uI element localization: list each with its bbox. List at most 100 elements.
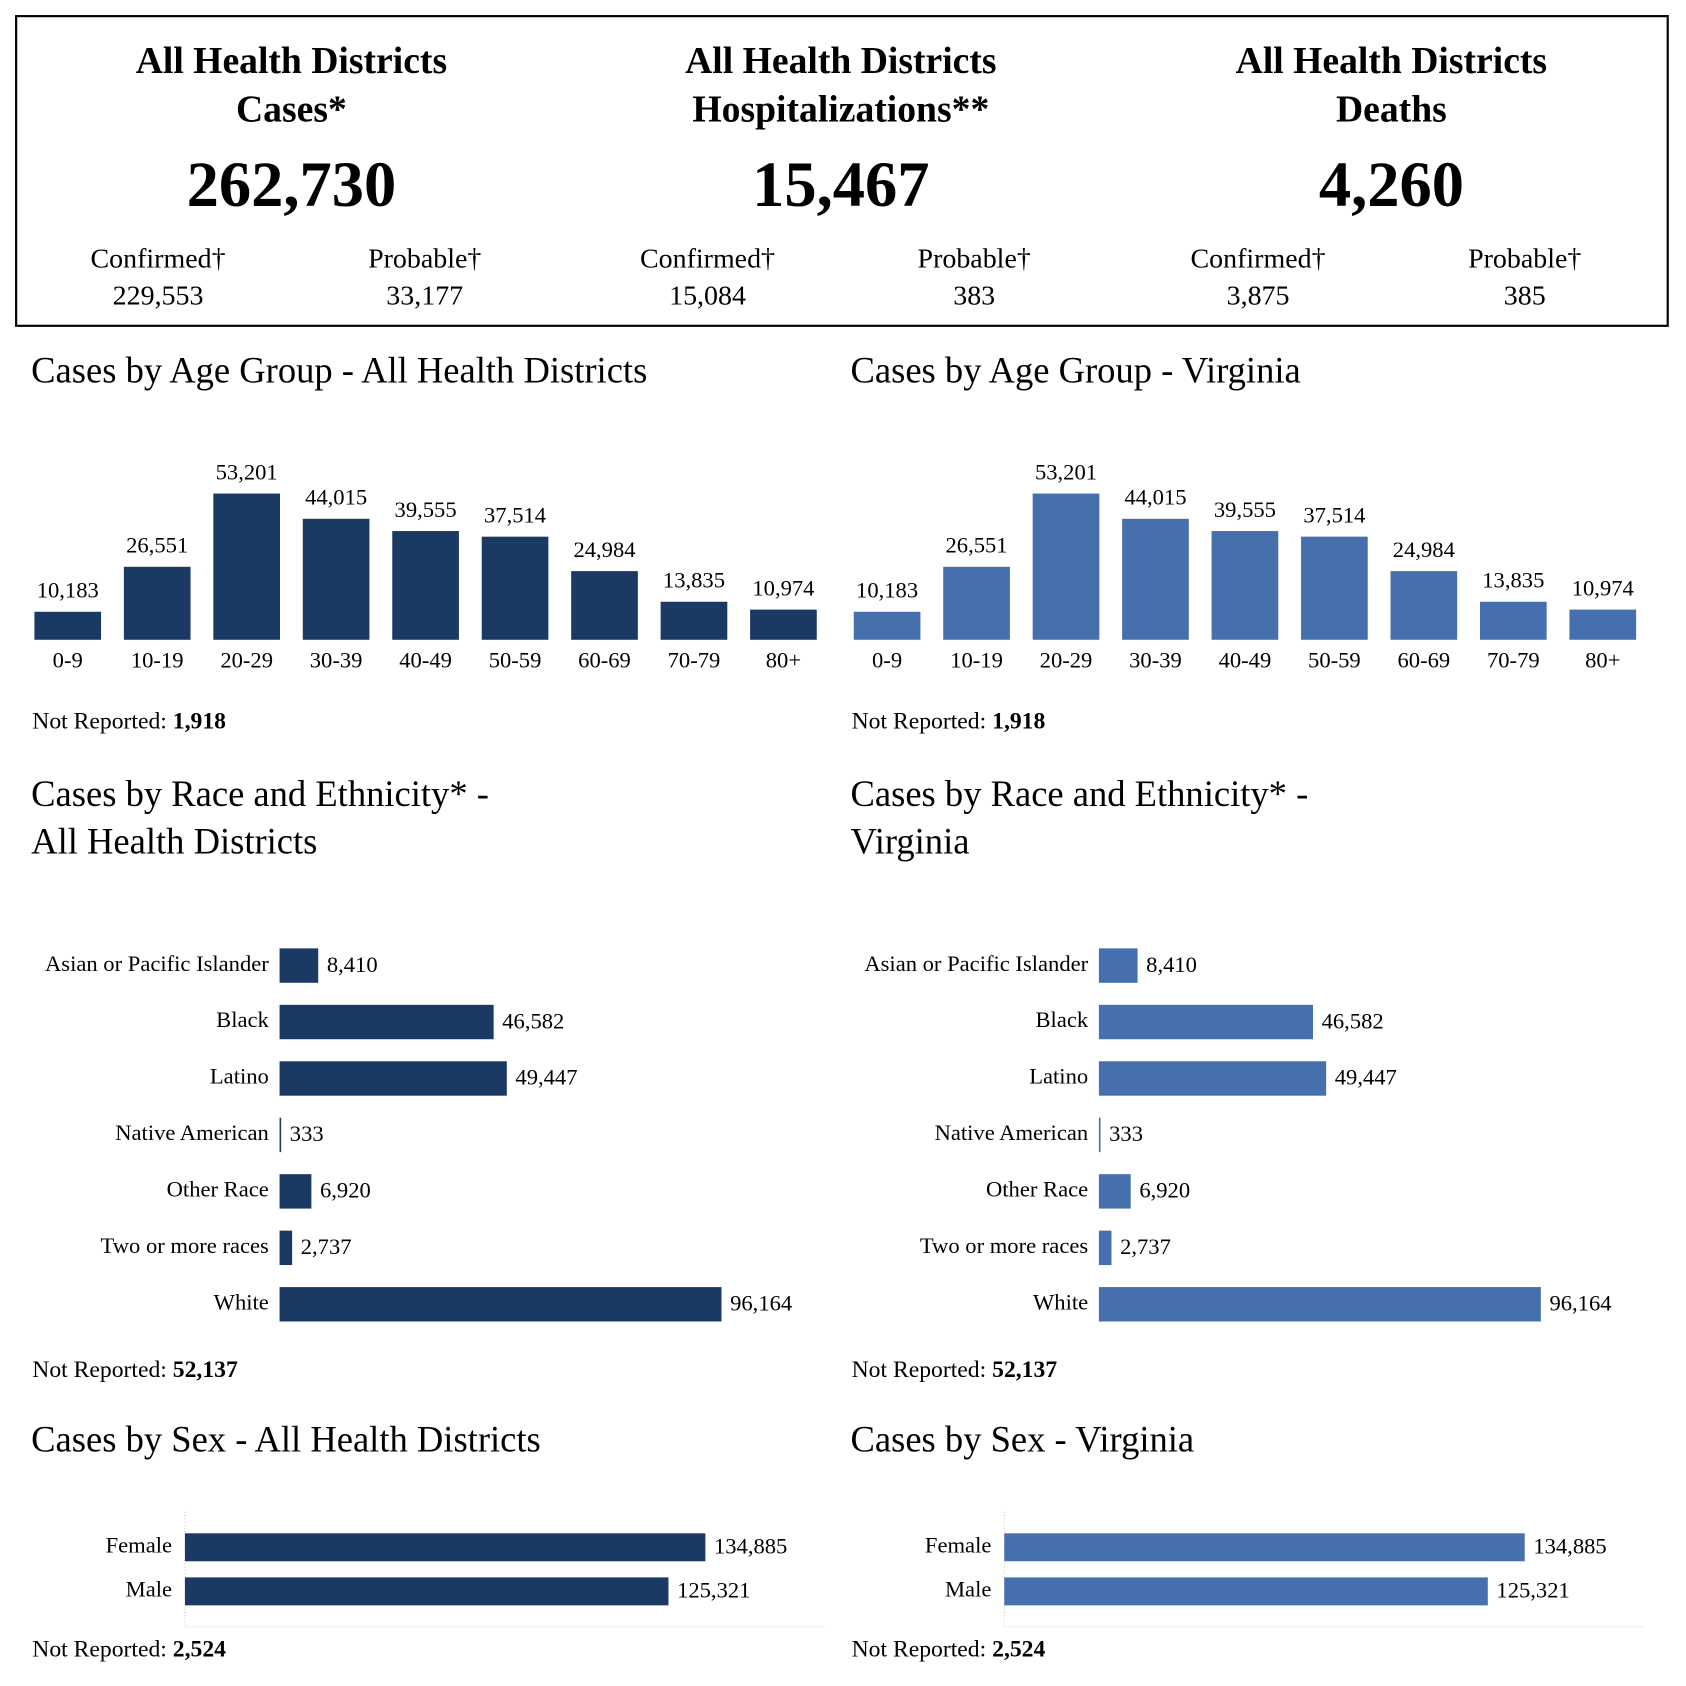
bar (279, 948, 319, 983)
category-label: 60-69 (1398, 648, 1451, 673)
kpi-breakdown-value: 33,177 (386, 280, 463, 311)
bar (123, 566, 191, 640)
bar (213, 493, 280, 640)
value-label: 2,737 (301, 1234, 352, 1259)
not-reported-value: 2,524 (992, 1637, 1045, 1663)
kpi-title: Hospitalizations** (692, 89, 989, 131)
bar (1390, 571, 1458, 640)
bar (1098, 948, 1138, 983)
bar (1301, 536, 1368, 640)
kpi-breakdown-label: Confirmed† (1191, 244, 1326, 275)
not-reported: Not Reported: 1,918 (852, 709, 1046, 735)
bar (660, 601, 728, 640)
bar (1098, 1117, 1101, 1153)
value-label: 39,555 (395, 497, 457, 522)
value-label: 125,321 (1496, 1578, 1569, 1603)
category-label: Male (126, 1577, 172, 1602)
value-label: 24,984 (1393, 537, 1455, 562)
bar (1032, 493, 1100, 640)
bar (1098, 1230, 1112, 1266)
category-label: 70-79 (1487, 648, 1540, 673)
bar (279, 1117, 282, 1153)
category-label: White (214, 1289, 269, 1314)
kpi-title: All Health Districts (1236, 40, 1547, 82)
value-label: 13,835 (663, 568, 725, 593)
kpi-breakdown-label: Confirmed† (91, 244, 226, 275)
not-reported-label: Not Reported: (32, 1357, 167, 1383)
chart-title: Cases by Age Group - All Health District… (31, 350, 647, 391)
value-label: 39,555 (1214, 497, 1276, 522)
category-label: 70-79 (668, 648, 721, 673)
value-label: 333 (1109, 1121, 1143, 1146)
category-label: 10-19 (131, 648, 184, 673)
kpi-title: All Health Districts (685, 40, 996, 82)
category-label: Black (216, 1007, 269, 1032)
value-label: 10,974 (752, 575, 814, 600)
not-reported: Not Reported: 1,918 (32, 709, 226, 735)
not-reported-label: Not Reported: (32, 709, 167, 735)
category-label: 0-9 (53, 648, 83, 673)
not-reported: Not Reported: 2,524 (852, 1637, 1046, 1663)
kpi-breakdown-label: Probable† (1468, 244, 1581, 275)
not-reported: Not Reported: 52,137 (852, 1357, 1058, 1383)
not-reported: Not Reported: 2,524 (32, 1637, 226, 1663)
category-label: Asian or Pacific Islander (864, 951, 1088, 976)
value-label: 26,551 (945, 533, 1007, 558)
value-label: 96,164 (1549, 1291, 1611, 1316)
kpi-breakdown-value: 3,875 (1227, 280, 1290, 311)
kpi-breakdown-label: Confirmed† (640, 244, 775, 275)
value-label: 44,015 (1124, 485, 1186, 510)
value-label: 8,410 (1146, 952, 1197, 977)
category-label: 10-19 (950, 648, 1003, 673)
chart-title: Cases by Race and Ethnicity* - (31, 773, 489, 814)
bar (1098, 1061, 1327, 1096)
chart-title: Cases by Race and Ethnicity* - (851, 773, 1309, 814)
bar (1122, 518, 1189, 640)
chart-title: All Health Districts (31, 821, 317, 862)
summary-box (15, 15, 1669, 327)
value-label: 333 (290, 1121, 324, 1146)
not-reported-label: Not Reported: (852, 1637, 987, 1663)
not-reported-label: Not Reported: (32, 1637, 167, 1663)
not-reported-value: 1,918 (173, 709, 226, 735)
value-label: 125,321 (677, 1578, 750, 1603)
not-reported-label: Not Reported: (852, 1357, 987, 1383)
kpi-total: 15,467 (752, 149, 929, 220)
bar (34, 611, 102, 640)
value-label: 37,514 (1303, 502, 1365, 527)
category-label: 60-69 (578, 648, 631, 673)
category-label: 50-59 (489, 648, 542, 673)
bar (1098, 1287, 1541, 1322)
value-label: 2,737 (1120, 1234, 1171, 1259)
value-label: 6,920 (320, 1178, 371, 1203)
value-label: 13,835 (1482, 568, 1544, 593)
category-label: Other Race (167, 1177, 269, 1202)
category-label: 40-49 (399, 648, 452, 673)
category-label: Female (106, 1532, 172, 1557)
category-label: Two or more races (101, 1233, 269, 1258)
value-label: 10,183 (37, 578, 99, 603)
bar (481, 536, 549, 640)
chart-title: Cases by Sex - All Health Districts (31, 1418, 541, 1459)
value-label: 96,164 (730, 1291, 792, 1316)
kpi-breakdown-label: Probable† (918, 244, 1031, 275)
value-label: 49,447 (1335, 1065, 1397, 1090)
category-label: Latino (210, 1064, 269, 1089)
bar (1211, 531, 1279, 640)
category-label: 80+ (766, 648, 801, 673)
category-label: Two or more races (920, 1233, 1088, 1258)
category-label: Black (1035, 1007, 1088, 1032)
category-label: 20-29 (1040, 648, 1093, 673)
not-reported-value: 52,137 (173, 1357, 238, 1383)
category-label: Male (945, 1577, 991, 1602)
value-label: 24,984 (573, 537, 635, 562)
bar (184, 1577, 669, 1606)
category-label: 30-39 (310, 648, 363, 673)
value-label: 49,447 (515, 1065, 577, 1090)
value-label: 53,201 (1035, 459, 1097, 484)
category-label: 30-39 (1129, 648, 1182, 673)
bar (279, 1004, 494, 1040)
not-reported-label: Not Reported: (852, 709, 987, 735)
value-label: 134,885 (1533, 1534, 1606, 1559)
